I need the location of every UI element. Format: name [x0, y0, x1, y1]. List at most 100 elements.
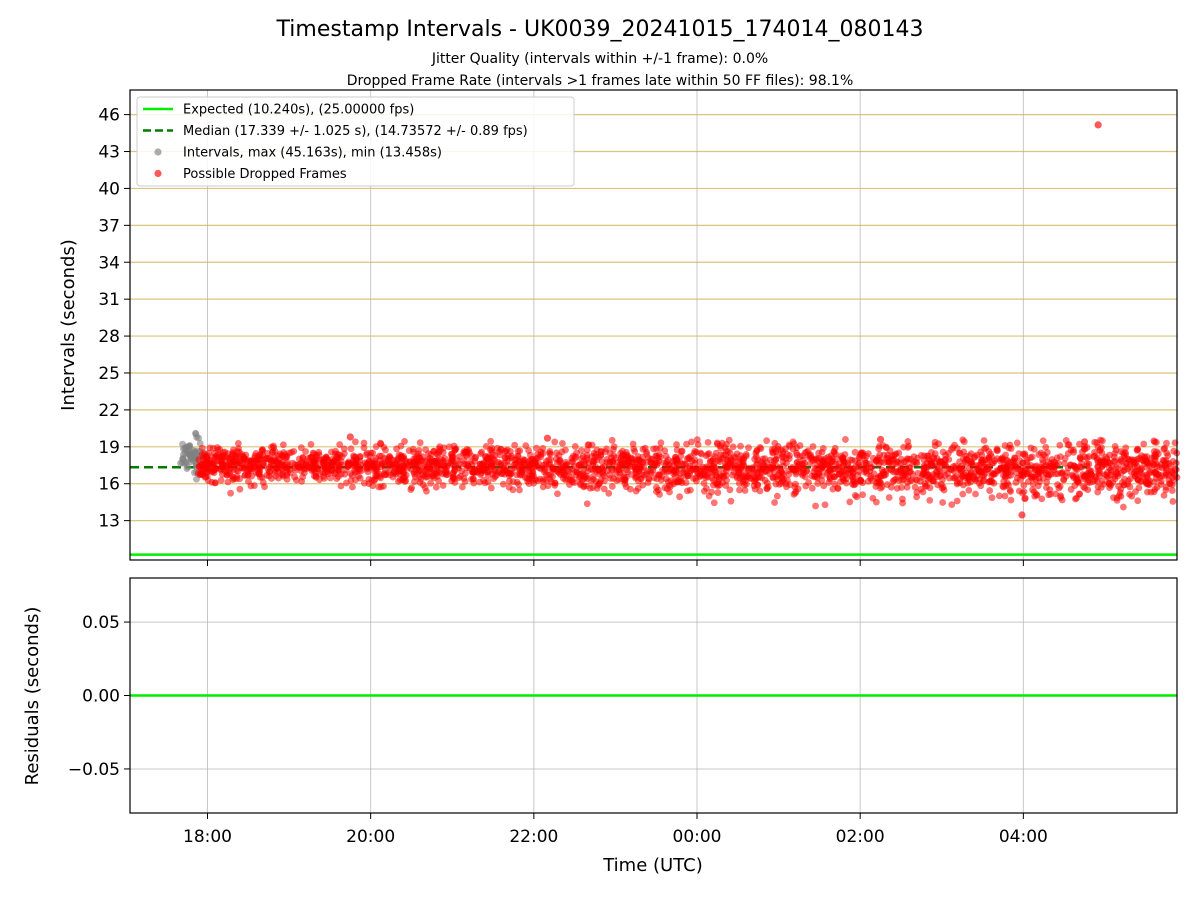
- dropped-frame-point: [1050, 463, 1057, 471]
- dropped-frame-point: [858, 449, 866, 457]
- dropped-frame-point: [236, 485, 244, 493]
- dropped-frame-point: [455, 474, 463, 482]
- dropped-frame-point: [682, 461, 690, 469]
- dropped-frame-point: [435, 445, 443, 453]
- dropped-frame-point: [608, 483, 616, 490]
- dropped-frame-point: [545, 461, 553, 469]
- dropped-frame-point: [618, 452, 626, 460]
- dropped-frame-point: [307, 453, 315, 461]
- dropped-frame-point: [217, 476, 225, 484]
- dropped-frame-point: [1076, 454, 1084, 461]
- dropped-frame-point: [480, 476, 487, 484]
- dropped-frame-point: [911, 483, 919, 491]
- dropped-frame-point: [330, 458, 338, 465]
- dropped-frame-point: [573, 468, 581, 476]
- dropped-frame-point: [551, 438, 559, 446]
- dropped-frame-point: [773, 492, 781, 500]
- dropped-frame-point: [416, 439, 424, 447]
- dropped-frame-point: [568, 458, 576, 465]
- top-plot-frame: [129, 89, 1178, 561]
- chart-title: Timestamp Intervals - UK0039_20241015_17…: [276, 17, 924, 42]
- dropped-frame-point: [875, 461, 883, 469]
- dropped-frame-point: [259, 479, 267, 486]
- dropped-frame-point: [1109, 479, 1117, 486]
- dropped-frame-point: [806, 460, 814, 468]
- dropped-frame-point: [1170, 447, 1178, 455]
- dropped-frame-point: [1054, 481, 1062, 489]
- dropped-frame-point: [1134, 445, 1142, 453]
- dropped-frame-point: [1070, 446, 1077, 454]
- dropped-frame-point: [888, 466, 895, 474]
- dropped-frame-point: [790, 490, 798, 498]
- dropped-frame-point: [921, 480, 929, 488]
- dropped-frame-point: [1078, 463, 1086, 471]
- dropped-frame-point: [1160, 457, 1168, 465]
- dropped-frame-point: [559, 439, 566, 447]
- dropped-frame-point: [661, 447, 669, 455]
- dropped-frame-point: [1078, 448, 1086, 456]
- dropped-frame-point: [684, 487, 691, 495]
- dropped-frame-point: [601, 472, 608, 480]
- dropped-frame-point: [588, 441, 596, 449]
- dropped-frame-point: [1165, 477, 1173, 484]
- dropped-frame-point: [1098, 477, 1106, 485]
- dropped-frame-point: [342, 466, 349, 474]
- legend-label: Expected (10.240s), (25.00000 fps): [183, 103, 414, 118]
- dropped-frame-point: [1136, 466, 1144, 474]
- dropped-frame-point: [953, 497, 961, 505]
- bottom-x-tick-label: 20:00: [346, 827, 395, 847]
- dropped-frame-point: [699, 471, 707, 478]
- dropped-frame-point: [1024, 462, 1032, 470]
- dropped-frame-point: [998, 455, 1006, 463]
- dropped-frame-point: [919, 471, 927, 479]
- top-y-tick-label: 28: [98, 327, 120, 347]
- top-y-ticks: 13 16 19 22 25 28 31 34 37 40 43 46: [98, 106, 130, 532]
- dropped-frame-point: [575, 475, 583, 482]
- dropped-frame-point: [634, 484, 642, 492]
- dropped-frame-point: [733, 450, 741, 458]
- dropped-frame-point: [885, 494, 893, 501]
- dropped-frame-point: [608, 436, 616, 444]
- dropped-frame-point: [244, 472, 252, 479]
- dropped-frame-point: [487, 484, 495, 492]
- dropped-frame-point: [1031, 463, 1039, 471]
- dropped-frame-point: [408, 484, 416, 492]
- dropped-frame-point: [700, 479, 708, 487]
- dropped-frame-point: [889, 478, 897, 486]
- dropped-frame-point: [521, 474, 529, 481]
- dropped-frame-point: [714, 489, 722, 496]
- dropped-frame-outlier: [543, 434, 552, 442]
- dropped-frame-point: [959, 473, 966, 480]
- dropped-frame-point: [820, 482, 828, 490]
- dropped-frame-point: [1128, 492, 1136, 500]
- dropped-frame-point: [853, 493, 861, 501]
- dropped-frame-point: [1131, 460, 1138, 468]
- dropped-frame-point: [286, 469, 294, 477]
- dropped-frame-point: [530, 455, 538, 463]
- dropped-frame-point: [360, 439, 368, 447]
- dropped-frame-point: [258, 473, 266, 481]
- dropped-frame-point: [507, 470, 515, 478]
- dropped-frame-point: [589, 473, 597, 480]
- dropped-frame-point: [835, 463, 843, 471]
- dropped-frame-point: [693, 448, 700, 456]
- dropped-frame-point: [411, 462, 418, 470]
- bottom-y-tick-label: 0.05: [82, 613, 120, 633]
- dropped-frame-point: [365, 475, 373, 483]
- dropped-frame-point: [427, 479, 434, 487]
- dropped-frame-point: [1072, 465, 1080, 473]
- dropped-frame-point: [380, 443, 388, 451]
- dropped-frame-point: [610, 443, 618, 451]
- dropped-frame-point: [378, 452, 385, 460]
- dropped-frame-point: [1020, 481, 1028, 489]
- dropped-frame-point: [755, 469, 762, 477]
- dropped-frame-outlier: [346, 433, 354, 441]
- dropped-frame-point: [639, 445, 647, 453]
- dropped-frame-point: [1152, 452, 1159, 459]
- dropped-frame-point: [196, 462, 203, 470]
- dropped-frame-point: [676, 493, 684, 501]
- dropped-frame-point: [716, 442, 724, 450]
- dropped-frame-point: [372, 443, 380, 450]
- dropped-frame-point: [300, 469, 308, 477]
- dropped-frame-point: [1076, 490, 1084, 498]
